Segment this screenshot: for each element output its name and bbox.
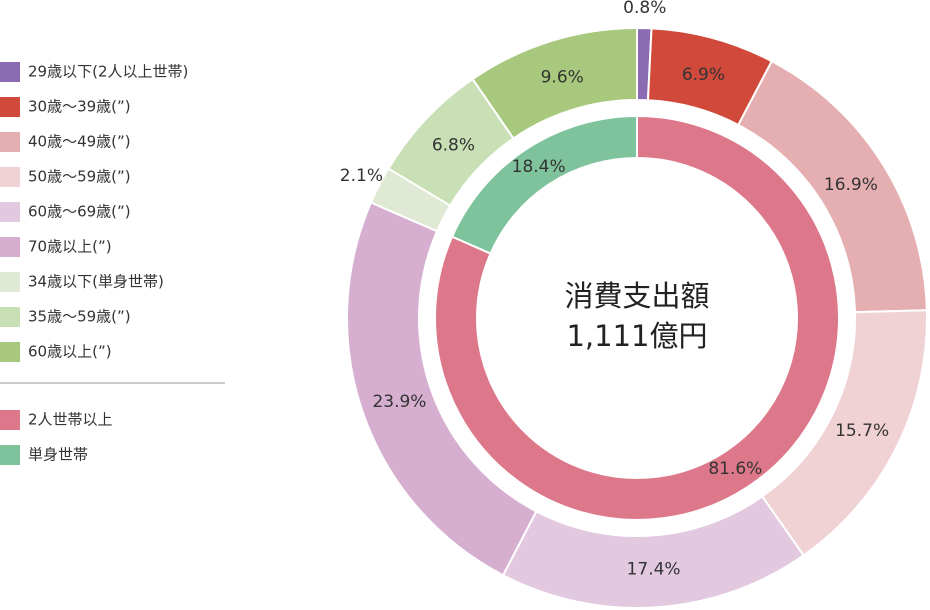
legend-label: 29歳以下(2人以上世帯) bbox=[28, 63, 188, 81]
value-label: 17.4% bbox=[627, 559, 681, 579]
legend-label: 34歳以下(単身世帯) bbox=[28, 273, 164, 291]
legend-label: 35歳～59歳(”) bbox=[28, 308, 131, 326]
legend-label: 70歳以上(”) bbox=[28, 238, 112, 256]
legend-label: 60歳～69歳(”) bbox=[28, 203, 131, 221]
legend-swatch bbox=[0, 445, 20, 465]
legend-swatch bbox=[0, 307, 20, 327]
value-label: 0.8% bbox=[623, 0, 666, 18]
legend-swatch bbox=[0, 272, 20, 292]
slice bbox=[434, 114, 840, 521]
value-label: 18.4% bbox=[512, 157, 566, 177]
value-label: 2.1% bbox=[340, 166, 383, 186]
legend-label: 単身世帯 bbox=[28, 446, 88, 464]
value-label: 16.9% bbox=[824, 175, 878, 195]
legend-swatch bbox=[0, 97, 20, 117]
value-label: 6.9% bbox=[682, 65, 725, 85]
center-text: 1,111億円 bbox=[566, 319, 707, 353]
legend-swatch bbox=[0, 167, 20, 187]
value-label: 15.7% bbox=[835, 421, 889, 441]
value-label: 23.9% bbox=[372, 392, 426, 412]
slice bbox=[450, 114, 638, 255]
value-label: 6.8% bbox=[432, 135, 475, 155]
legend-label: 40歳～49歳(”) bbox=[28, 133, 131, 151]
value-label: 9.6% bbox=[541, 67, 584, 87]
legend-swatch bbox=[0, 410, 20, 430]
legend-label: 2人世帯以上 bbox=[28, 411, 113, 429]
slice bbox=[471, 26, 638, 140]
slice bbox=[346, 201, 538, 577]
legend-label: 50歳～59歳(”) bbox=[28, 168, 131, 186]
legend-label: 60歳以上(”) bbox=[28, 343, 112, 361]
value-label: 81.6% bbox=[708, 459, 762, 479]
legend-swatch bbox=[0, 132, 20, 152]
legend-swatch bbox=[0, 202, 20, 222]
center-text: 消費支出額 bbox=[564, 279, 709, 313]
legend-label: 30歳～39歳(”) bbox=[28, 98, 131, 116]
legend-swatch bbox=[0, 237, 20, 257]
legend-swatch bbox=[0, 342, 20, 362]
legend-swatch bbox=[0, 62, 20, 82]
